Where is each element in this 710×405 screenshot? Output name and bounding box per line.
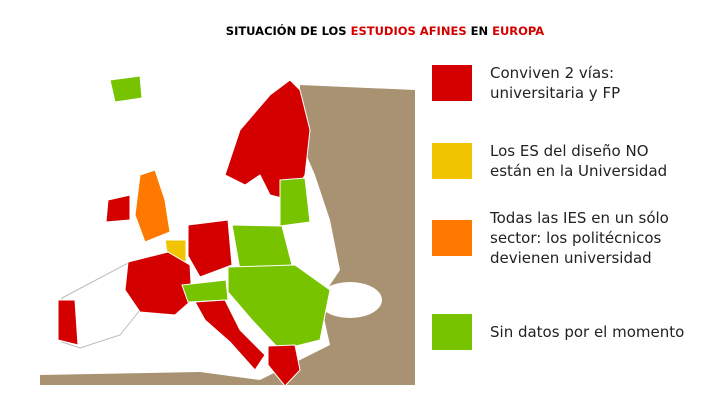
legend-label: universitaria y FP — [490, 84, 620, 102]
alps — [181, 279, 229, 303]
legend: Conviven 2 vías: universitaria y FP Los ES… — [432, 64, 684, 350]
uk — [134, 169, 171, 243]
title-part: SITUACIÓN DE LOS — [226, 23, 351, 38]
france — [124, 251, 193, 316]
map — [40, 75, 415, 387]
portugal — [57, 299, 79, 346]
germany — [187, 219, 233, 278]
legend-label: devienen universidad — [490, 249, 652, 267]
title-part: EN — [467, 24, 493, 38]
greece — [267, 344, 301, 387]
legend-swatch — [432, 314, 472, 350]
ireland — [105, 194, 131, 223]
central-east — [227, 264, 331, 351]
scandinavia — [224, 79, 311, 201]
title-part: ESTUDIOS AFINES — [351, 24, 467, 38]
italy — [194, 299, 266, 371]
black-sea — [318, 282, 382, 318]
legend-label: Los ES del diseño NO — [490, 142, 649, 160]
iceland — [109, 75, 143, 103]
legend-label: Sin datos por el momento — [490, 323, 684, 341]
title: SITUACIÓN DE LOS ESTUDIOS AFINES EN EURO… — [226, 23, 545, 38]
legend-label: Conviven 2 vías: — [490, 64, 614, 82]
legend-swatch — [432, 65, 472, 101]
title-part: EUROPA — [492, 24, 544, 38]
baltics — [279, 177, 311, 227]
legend-label: sector: los politécnicos — [490, 229, 661, 247]
legend-swatch — [432, 143, 472, 179]
legend-label: están en la Universidad — [490, 162, 667, 180]
legend-swatch — [432, 220, 472, 256]
land — [40, 85, 415, 385]
legend-label: Todas las IES en un sólo — [489, 209, 669, 227]
poland — [231, 224, 293, 271]
